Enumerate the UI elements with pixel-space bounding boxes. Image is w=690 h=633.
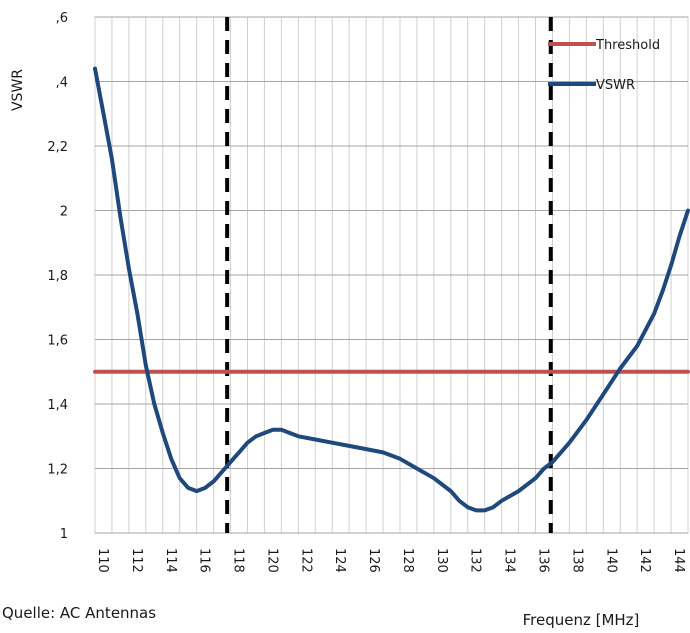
x-tick-label: 134 bbox=[502, 548, 517, 573]
y-tick-label: 1,6 bbox=[47, 334, 68, 349]
y-tick-label: 1,8 bbox=[47, 269, 68, 284]
x-tick-label: 140 bbox=[603, 548, 618, 573]
legend: Threshold VSWR bbox=[548, 38, 660, 93]
x-tick-label: 136 bbox=[536, 548, 551, 573]
band-markers bbox=[225, 17, 553, 533]
x-tick-label: 118 bbox=[231, 548, 246, 573]
x-tick-label: 116 bbox=[197, 548, 212, 573]
x-tick-label: 114 bbox=[163, 548, 178, 573]
y-tick-label: 2 bbox=[60, 205, 68, 220]
x-tick-label: 126 bbox=[366, 548, 381, 573]
x-tick-labels: 110 112 114 116 118 120 122 124 126 128 130 132 134 1… bbox=[95, 548, 686, 573]
x-tick-label: 138 bbox=[569, 548, 584, 573]
x-tick-label: 142 bbox=[637, 548, 652, 573]
x-axis-label: Frequenz [MHz] bbox=[523, 611, 640, 629]
x-tick-label: 120 bbox=[264, 548, 279, 573]
y-axis-label: VSWR bbox=[10, 69, 26, 111]
x-tick-label: 144 bbox=[671, 548, 686, 573]
y-tick-label: ,4 bbox=[56, 76, 68, 91]
y-tick-label: 1 bbox=[60, 527, 68, 542]
y-tick-label: 1,2 bbox=[47, 463, 68, 478]
series-line-vswr bbox=[93, 66, 690, 513]
legend-label-threshold: Threshold bbox=[595, 38, 660, 53]
horizontal-gridlines bbox=[95, 16, 688, 534]
x-tick-label: 112 bbox=[129, 548, 144, 573]
legend-label-vswr: VSWR bbox=[596, 78, 635, 93]
y-tick-label: 1,4 bbox=[47, 398, 68, 413]
x-tick-label: 122 bbox=[298, 548, 313, 573]
x-tick-label: 130 bbox=[434, 548, 449, 573]
series-layer bbox=[93, 66, 690, 513]
y-tick-label: 2,2 bbox=[47, 140, 68, 155]
x-tick-label: 124 bbox=[332, 548, 347, 573]
x-tick-label: 132 bbox=[468, 548, 483, 573]
x-tick-label: 110 bbox=[95, 548, 110, 573]
x-tick-label: 128 bbox=[400, 548, 415, 573]
source-note: Quelle: AC Antennas bbox=[2, 604, 157, 622]
y-tick-label: ,6 bbox=[56, 11, 68, 26]
y-tick-labels: 1 1,2 1,4 1,6 1,8 2 2,2 ,4 ,6 bbox=[47, 11, 68, 542]
